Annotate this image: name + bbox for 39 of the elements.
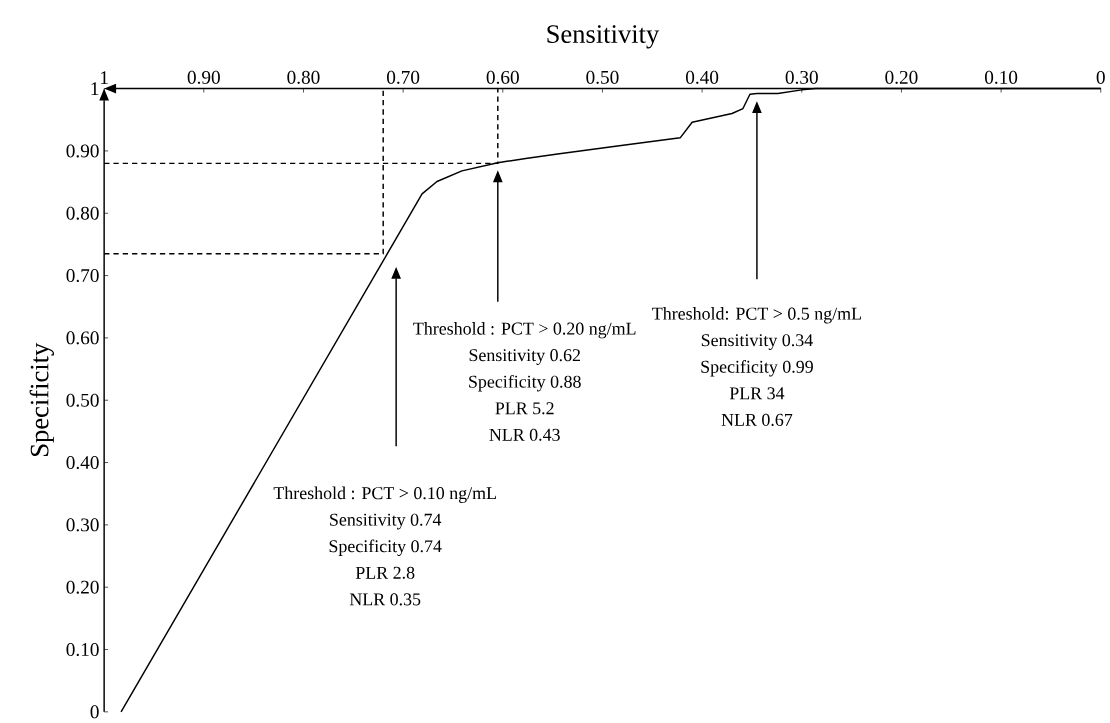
x-tick-label: 0.30 bbox=[785, 70, 818, 85]
annotation: NLR 0.35 bbox=[349, 593, 421, 606]
y-tick-label: 0.40 bbox=[66, 456, 99, 470]
annotation: NLR 0.67 bbox=[721, 413, 793, 427]
y-tick-label: 0.50 bbox=[66, 393, 99, 407]
x-axis-title: Sensitivity bbox=[547, 25, 660, 49]
annotation: Threshold : PCT > 0.20 ng/mL bbox=[413, 322, 636, 339]
annotation: Specificity 0.88 bbox=[469, 375, 581, 392]
x-tick-label: 0.60 bbox=[486, 70, 519, 85]
x-tick-label: 0.20 bbox=[885, 70, 918, 85]
annotation: Threshold: PCT > 0.5 ng/mL bbox=[652, 307, 861, 324]
y-tick-label: 0.90 bbox=[66, 144, 99, 158]
annotation: Sensitivity 0.34 bbox=[701, 334, 813, 351]
x-tick-label: 0.40 bbox=[686, 70, 719, 85]
annotation: PLR 34 bbox=[729, 387, 785, 400]
x-tick-label: 0.70 bbox=[387, 70, 420, 85]
y-tick-label: 0.80 bbox=[66, 206, 99, 220]
y-tick-label: 0.30 bbox=[66, 518, 99, 532]
x-tick-label: 0.10 bbox=[984, 70, 1018, 85]
annotation: Sensitivity 0.74 bbox=[330, 513, 442, 530]
y-tick-label: 0.60 bbox=[66, 331, 99, 345]
annotation: NLR 0.43 bbox=[489, 428, 560, 442]
x-tick-label: 0.90 bbox=[187, 70, 220, 85]
y-tick-label: 0 bbox=[90, 705, 99, 719]
y-tick-label: 1 bbox=[91, 82, 99, 96]
y-axis-title: Specificity bbox=[29, 342, 54, 457]
annotation: PLR 2.8 bbox=[355, 566, 415, 580]
annotation: Threshold : PCT > 0.10 ng/mL bbox=[273, 486, 496, 504]
x-tick-label: 0.50 bbox=[586, 70, 619, 85]
x-tick-label: 1 bbox=[101, 71, 108, 85]
x-tick-label: 0 bbox=[1096, 71, 1105, 85]
x-tick-label: 0.80 bbox=[287, 70, 320, 85]
annotation: Specificity 0.74 bbox=[329, 539, 442, 557]
y-tick-label: 0.10 bbox=[66, 643, 99, 657]
annotation: PLR 5.2 bbox=[495, 402, 554, 415]
annotation: Sensitivity 0.62 bbox=[469, 349, 580, 366]
y-tick-label: 0.70 bbox=[66, 269, 99, 283]
annotation: Specificity 0.99 bbox=[701, 360, 813, 377]
y-tick-label: 0.20 bbox=[66, 580, 99, 594]
